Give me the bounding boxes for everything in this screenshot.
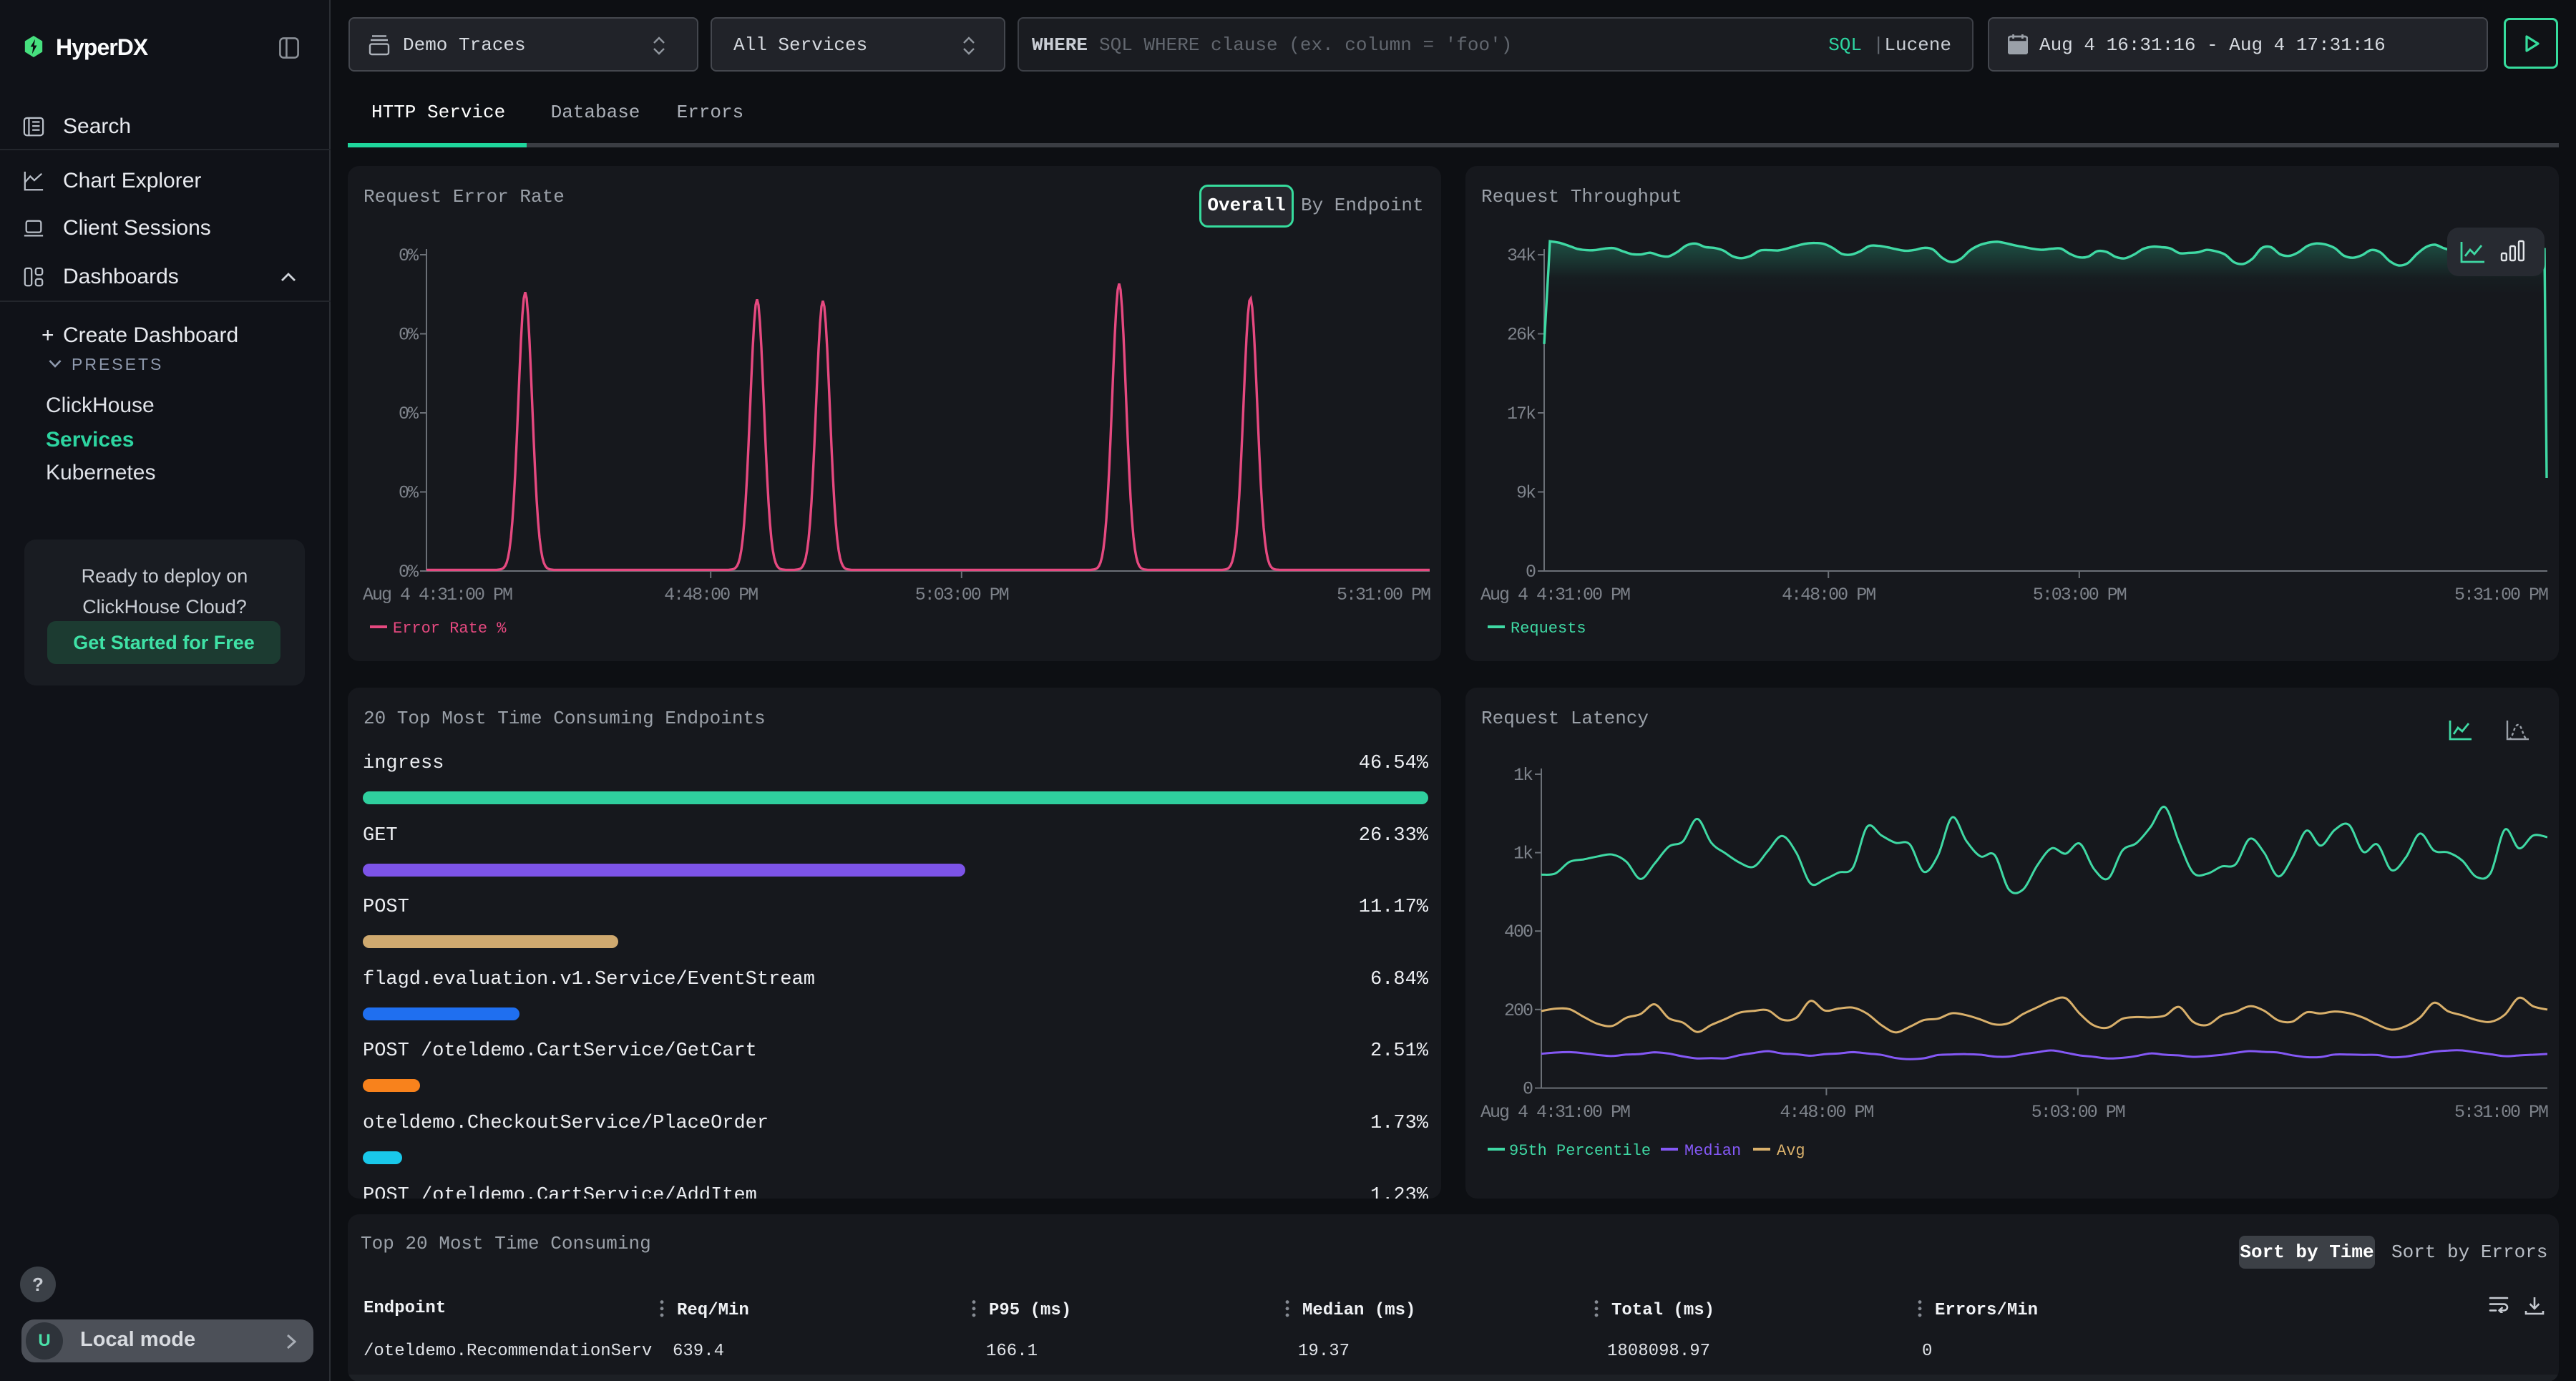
svg-text:200: 200 bbox=[1504, 1000, 1533, 1021]
svg-text:Aug 4 4:31:00 PM: Aug 4 4:31:00 PM bbox=[363, 585, 512, 605]
svg-text:Aug 4 4:31:00 PM: Aug 4 4:31:00 PM bbox=[1480, 1102, 1630, 1123]
svg-text:0%: 0% bbox=[399, 562, 419, 582]
svg-text:1k: 1k bbox=[1513, 765, 1533, 786]
svg-text:95th Percentile: 95th Percentile bbox=[1509, 1142, 1651, 1160]
svg-text:Aug 4 4:31:00 PM: Aug 4 4:31:00 PM bbox=[1480, 585, 1630, 605]
svg-text:5:03:00 PM: 5:03:00 PM bbox=[915, 585, 1009, 605]
svg-text:Median: Median bbox=[1684, 1142, 1741, 1160]
svg-text:Avg: Avg bbox=[1777, 1142, 1805, 1160]
svg-text:5:31:00 PM: 5:31:00 PM bbox=[1337, 585, 1430, 605]
svg-text:26k: 26k bbox=[1507, 325, 1536, 346]
svg-text:5:03:00 PM: 5:03:00 PM bbox=[2033, 585, 2127, 605]
svg-text:5:03:00 PM: 5:03:00 PM bbox=[2031, 1102, 2125, 1123]
svg-text:400: 400 bbox=[1504, 922, 1533, 942]
svg-text:0: 0 bbox=[1526, 562, 1536, 582]
svg-text:17k: 17k bbox=[1507, 404, 1536, 424]
svg-text:Error Rate %: Error Rate % bbox=[393, 620, 507, 638]
svg-text:0%: 0% bbox=[399, 245, 419, 266]
svg-text:0%: 0% bbox=[399, 325, 419, 346]
svg-text:Requests: Requests bbox=[1511, 620, 1586, 638]
svg-text:9k: 9k bbox=[1516, 483, 1536, 504]
svg-text:34k: 34k bbox=[1507, 245, 1536, 266]
svg-text:1k: 1k bbox=[1513, 844, 1533, 864]
svg-text:5:31:00 PM: 5:31:00 PM bbox=[2454, 585, 2548, 605]
svg-text:0%: 0% bbox=[399, 483, 419, 504]
svg-text:4:48:00 PM: 4:48:00 PM bbox=[1782, 585, 1875, 605]
svg-text:0%: 0% bbox=[399, 404, 419, 424]
svg-text:5:31:00 PM: 5:31:00 PM bbox=[2454, 1102, 2548, 1123]
svg-text:0: 0 bbox=[1523, 1079, 1533, 1100]
svg-text:4:48:00 PM: 4:48:00 PM bbox=[1780, 1102, 1873, 1123]
svg-text:4:48:00 PM: 4:48:00 PM bbox=[664, 585, 758, 605]
